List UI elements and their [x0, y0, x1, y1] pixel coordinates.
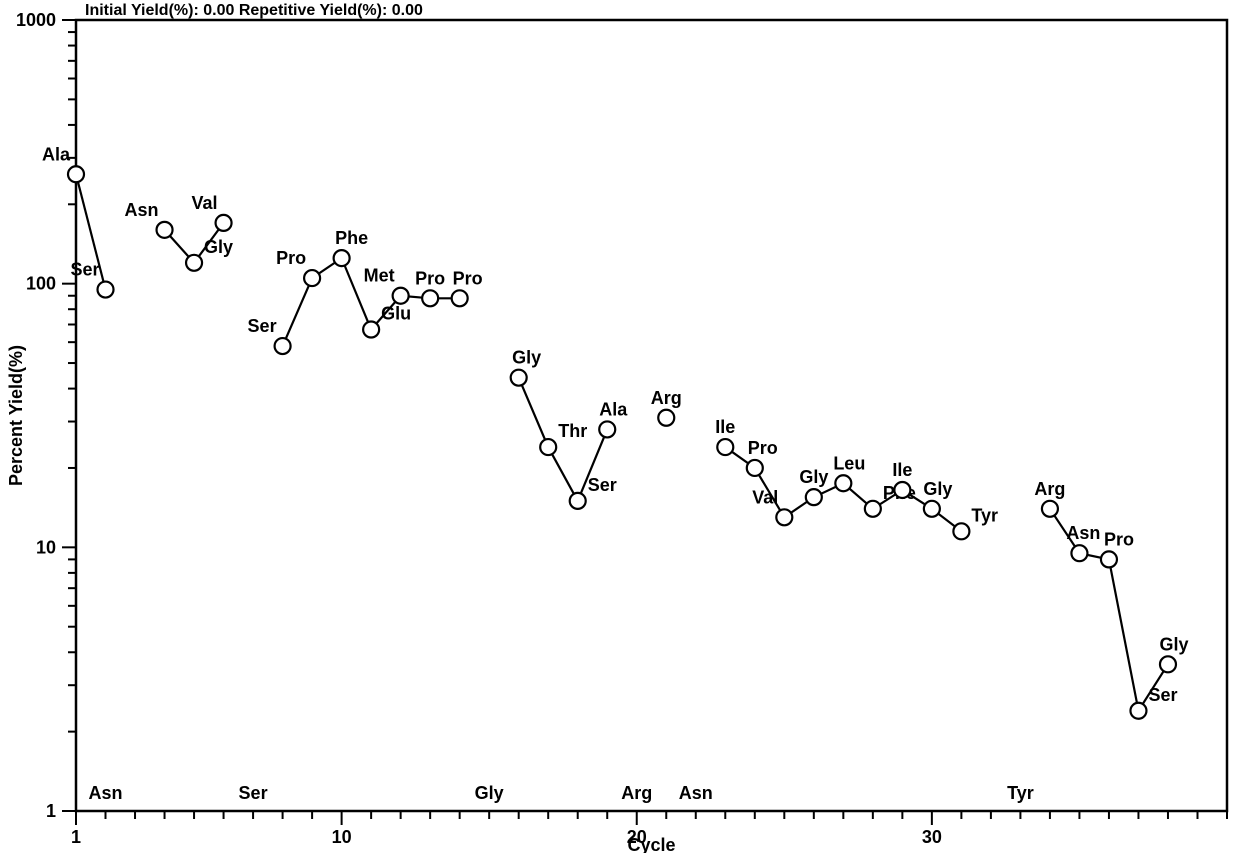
point-label: Val — [192, 193, 218, 213]
point-label: Pro — [276, 248, 306, 268]
point-label: Glu — [381, 304, 411, 324]
point-label: Ile — [892, 460, 912, 480]
chart-header: Initial Yield(%): 0.00 Repetitive Yield(… — [85, 2, 423, 20]
point-label: Gly — [204, 237, 233, 257]
point-label: Gly — [475, 783, 504, 803]
point-label: Ala — [42, 144, 71, 164]
point-label: Pro — [1104, 529, 1134, 549]
point-label: Tyr — [971, 505, 998, 525]
point-label: Tyr — [1007, 783, 1034, 803]
svg-text:30: 30 — [922, 827, 942, 847]
point-label: Thr — [558, 421, 587, 441]
chart-container: Initial Yield(%): 0.00 Repetitive Yield(… — [0, 0, 1240, 853]
point-label: Arg — [651, 388, 682, 408]
point-label: Arg — [621, 783, 652, 803]
point-label: Gly — [1159, 634, 1188, 654]
svg-text:Cycle: Cycle — [627, 835, 675, 853]
svg-text:10: 10 — [36, 537, 56, 557]
svg-text:Percent Yield(%): Percent Yield(%) — [6, 345, 26, 486]
point-label: Asn — [89, 783, 123, 803]
point-label: Val — [752, 487, 778, 507]
point-label: Ala — [599, 399, 628, 419]
point-label: Ser — [588, 475, 617, 495]
point-label: Ile — [715, 417, 735, 437]
point-label: Gly — [512, 348, 541, 368]
point-label: Ser — [70, 260, 99, 280]
svg-text:1: 1 — [71, 827, 81, 847]
point-label: Leu — [833, 453, 865, 473]
point-label: Pro — [453, 268, 483, 288]
svg-text:10: 10 — [332, 827, 352, 847]
svg-text:1000: 1000 — [16, 10, 56, 30]
point-label: Gly — [799, 467, 828, 487]
point-label: Phe — [335, 228, 368, 248]
sequence-yield-chart: 1101001000Percent Yield(%)1102030CycleAl… — [0, 0, 1240, 853]
point-label: Ser — [239, 783, 268, 803]
point-label: Gly — [923, 479, 952, 499]
svg-text:1: 1 — [46, 801, 56, 821]
svg-text:100: 100 — [26, 274, 56, 294]
point-label: Arg — [1034, 479, 1065, 499]
point-label: Asn — [679, 783, 713, 803]
point-label: Pro — [415, 268, 445, 288]
point-label: Ser — [248, 316, 277, 336]
point-label: Ser — [1148, 685, 1177, 705]
point-label: Pro — [748, 438, 778, 458]
point-label: Asn — [1066, 523, 1100, 543]
point-label: Met — [364, 266, 395, 286]
point-label: Asn — [125, 200, 159, 220]
